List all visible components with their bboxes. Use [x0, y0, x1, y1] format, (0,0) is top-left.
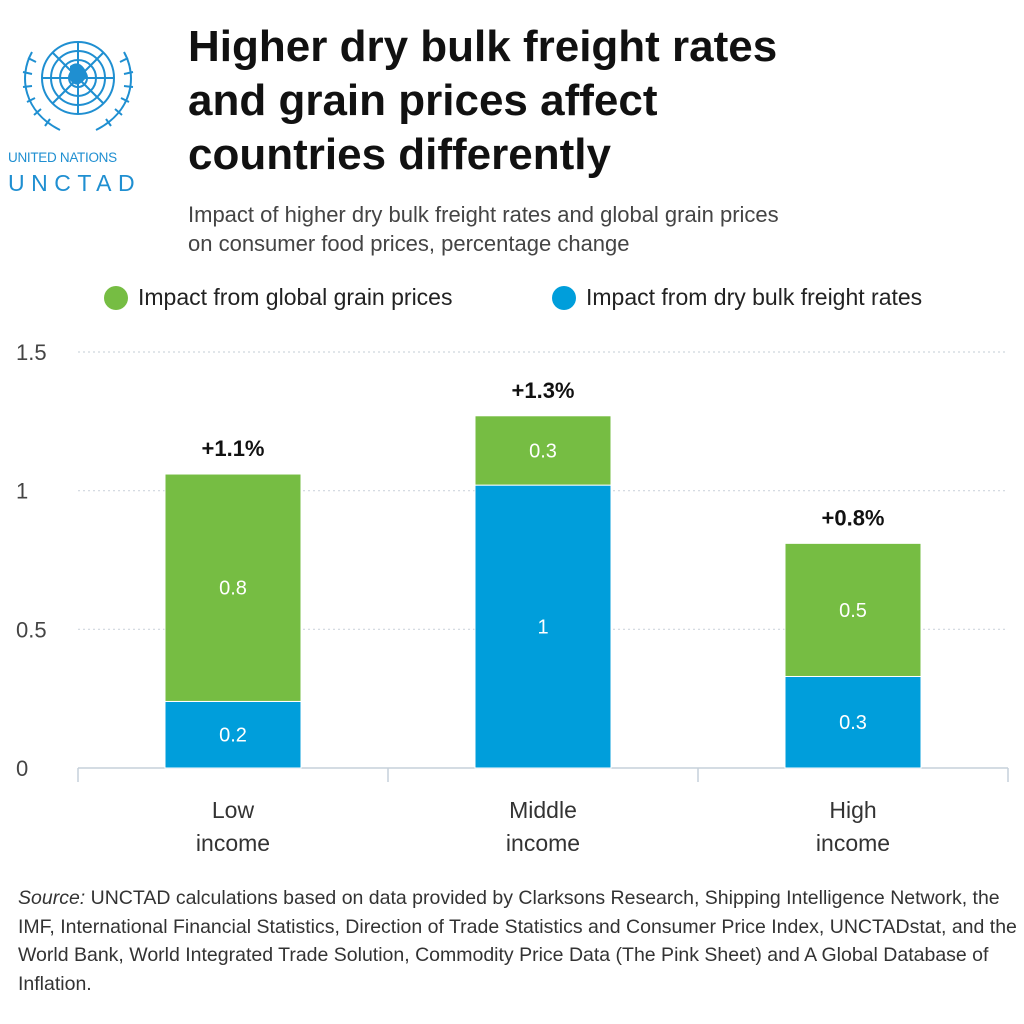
bar-total-label: +1.1% [202, 436, 265, 461]
legend-label-grain: Impact from global grain prices [138, 284, 453, 310]
bar-segment-freight [784, 675, 922, 769]
x-category-label: Middle [509, 797, 577, 823]
source-note: Source: UNCTAD calculations based on dat… [18, 884, 1018, 998]
bar-value-label: 0.3 [839, 712, 867, 734]
bar-value-label: 0.5 [839, 600, 867, 622]
y-tick-label: 1 [16, 479, 28, 504]
x-category-label: income [506, 830, 580, 856]
legend-item-grain: Impact from global grain prices [104, 284, 452, 311]
legend-swatch-grain [104, 285, 128, 310]
legend-item-freight: Impact from dry bulk freight rates [552, 284, 922, 311]
bar-segment-freight [474, 484, 612, 769]
stacked-bar-chart: 0 0.5 1 1.5 0.2 0.8 +1.1% Low income 1 0.3 +1.3% Mid… [16, 340, 1009, 856]
bar-segment-grain [474, 415, 612, 486]
x-category-label: income [816, 830, 890, 856]
y-tick-label: 0.5 [16, 617, 47, 642]
legend-swatch-freight [552, 285, 576, 310]
subtitle-line: Impact of higher dry bulk freight rates … [188, 202, 779, 227]
bar-total-label: +0.8% [822, 505, 885, 530]
legend: Impact from global grain prices Impact f… [0, 284, 1024, 318]
bar-value-label: 0.3 [529, 440, 557, 462]
logo-org-name: UNCTAD [8, 170, 142, 196]
bar-value-label: 0.8 [219, 578, 247, 600]
subtitle-line: on consumer food prices, percentage chan… [188, 231, 630, 256]
x-category-label: High [829, 797, 876, 823]
logo-org-line: UNITED NATIONS [8, 150, 117, 165]
un-emblem-icon [22, 41, 134, 131]
source-prefix: Source: [18, 887, 86, 909]
title-line: countries differently [188, 130, 611, 179]
title-line: Higher dry bulk freight rates [188, 22, 778, 71]
bar-total-label: +1.3% [512, 378, 575, 403]
title-line: and grain prices affect [188, 76, 658, 125]
y-tick-label: 0 [16, 756, 28, 781]
bar-segment-grain [164, 473, 302, 702]
y-tick-label: 1.5 [16, 340, 47, 365]
bar-segment-freight [164, 700, 302, 769]
legend-label-freight: Impact from dry bulk freight rates [586, 284, 923, 310]
bar-value-label: 1 [537, 617, 548, 639]
chart-subtitle: Impact of higher dry bulk freight rates … [188, 200, 948, 258]
x-category-label: income [196, 830, 270, 856]
bar-segment-grain [784, 542, 922, 677]
source-text: UNCTAD calculations based on data provid… [18, 887, 1017, 995]
x-category-label: Low [212, 797, 255, 823]
unctad-logo: UNITED NATIONS UNCTAD [8, 22, 148, 197]
bar-value-label: 0.2 [219, 725, 247, 747]
chart-title: Higher dry bulk freight rates and grain … [188, 20, 1008, 182]
